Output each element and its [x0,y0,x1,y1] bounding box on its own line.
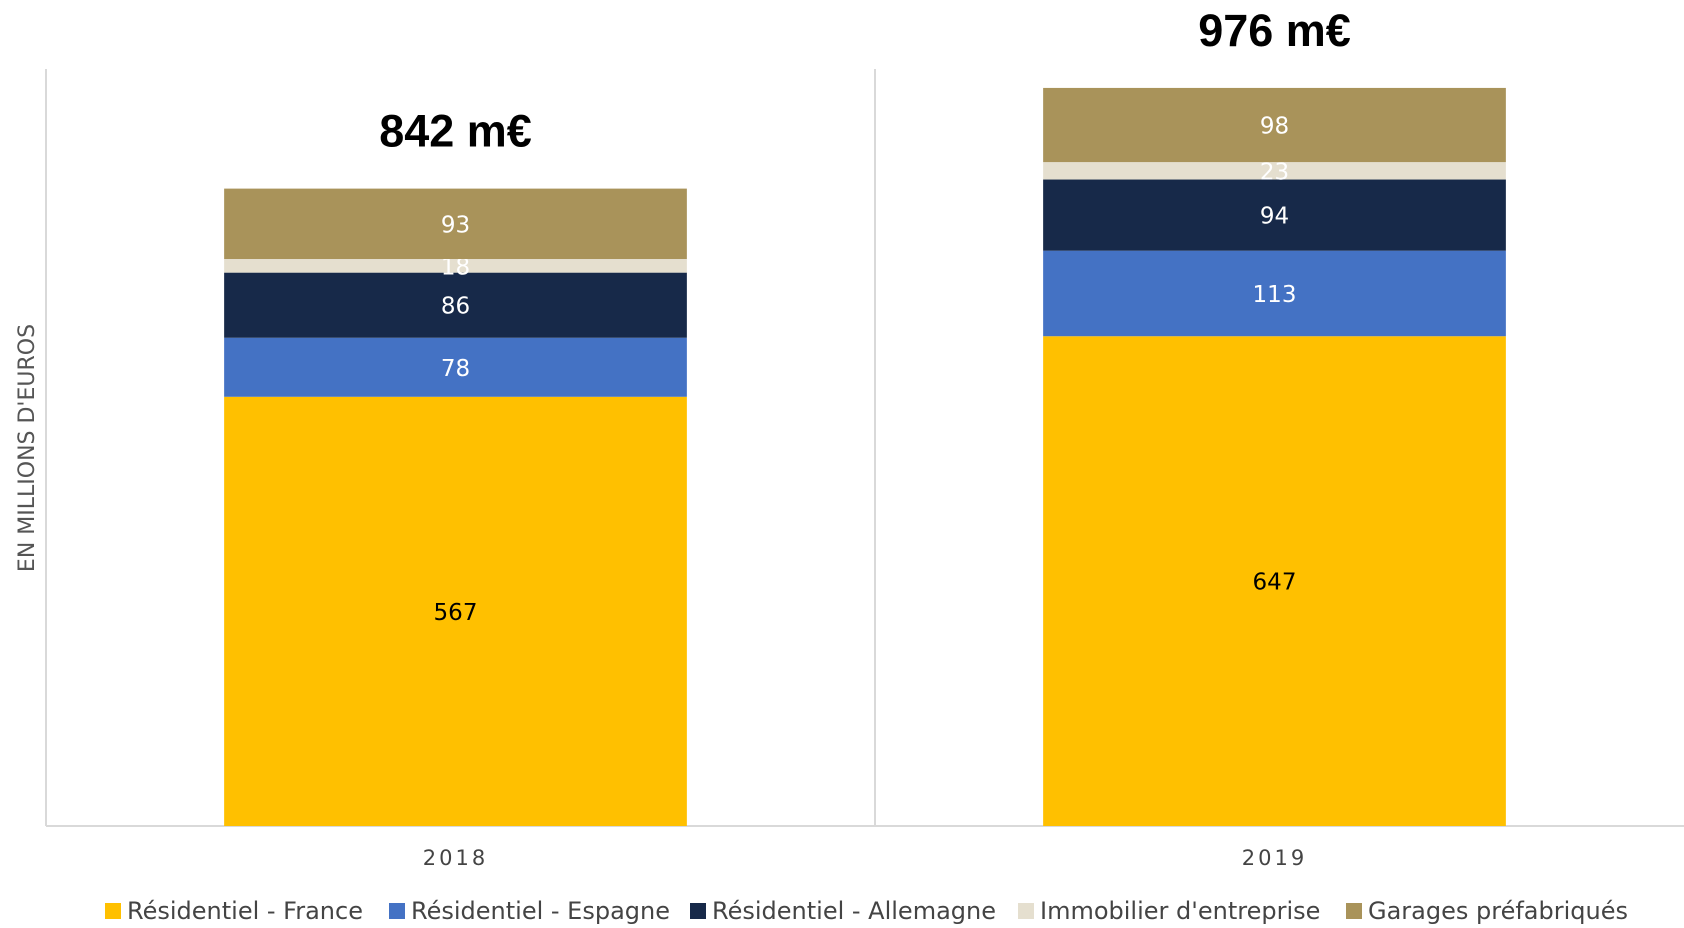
data-label: 23 [1260,159,1289,185]
legend-swatch [1346,903,1362,919]
data-label: 113 [1253,282,1297,308]
data-label: 94 [1260,204,1289,230]
bar-segment [1043,87,1506,163]
legend-swatch [105,903,121,919]
bar-segment [224,259,687,273]
bar-segment [1043,179,1506,251]
x-tick-label: 2019 [1242,846,1307,870]
data-label: 78 [441,356,470,382]
total-label: 842 m€ [379,105,532,156]
legend-swatch [389,903,405,919]
data-label: 93 [441,212,470,238]
legend-label: Immobilier d'entreprise [1040,897,1320,925]
x-tick-label: 2018 [423,846,488,870]
legend-label: Garages préfabriqués [1368,897,1628,925]
bar-segment [224,188,687,260]
data-label: 98 [1260,114,1289,140]
legend-label: Résidentiel - France [127,897,363,925]
bar-segment [1043,162,1506,180]
bar-segment [224,396,687,826]
legend-swatch [1018,903,1034,919]
legend-label: Résidentiel - Espagne [411,897,670,925]
data-label: 86 [441,294,470,320]
bar-segment [1043,336,1506,826]
bar-segment [224,272,687,338]
total-label: 976 m€ [1198,5,1351,56]
data-label: 647 [1253,570,1297,596]
bar-segment [1043,250,1506,337]
bar-segment [224,337,687,397]
y-axis-label: EN MILLIONS D'EUROS [15,324,40,572]
legend-label: Résidentiel - Allemagne [712,897,996,925]
legend-swatch [690,903,706,919]
data-label: 567 [434,600,478,626]
